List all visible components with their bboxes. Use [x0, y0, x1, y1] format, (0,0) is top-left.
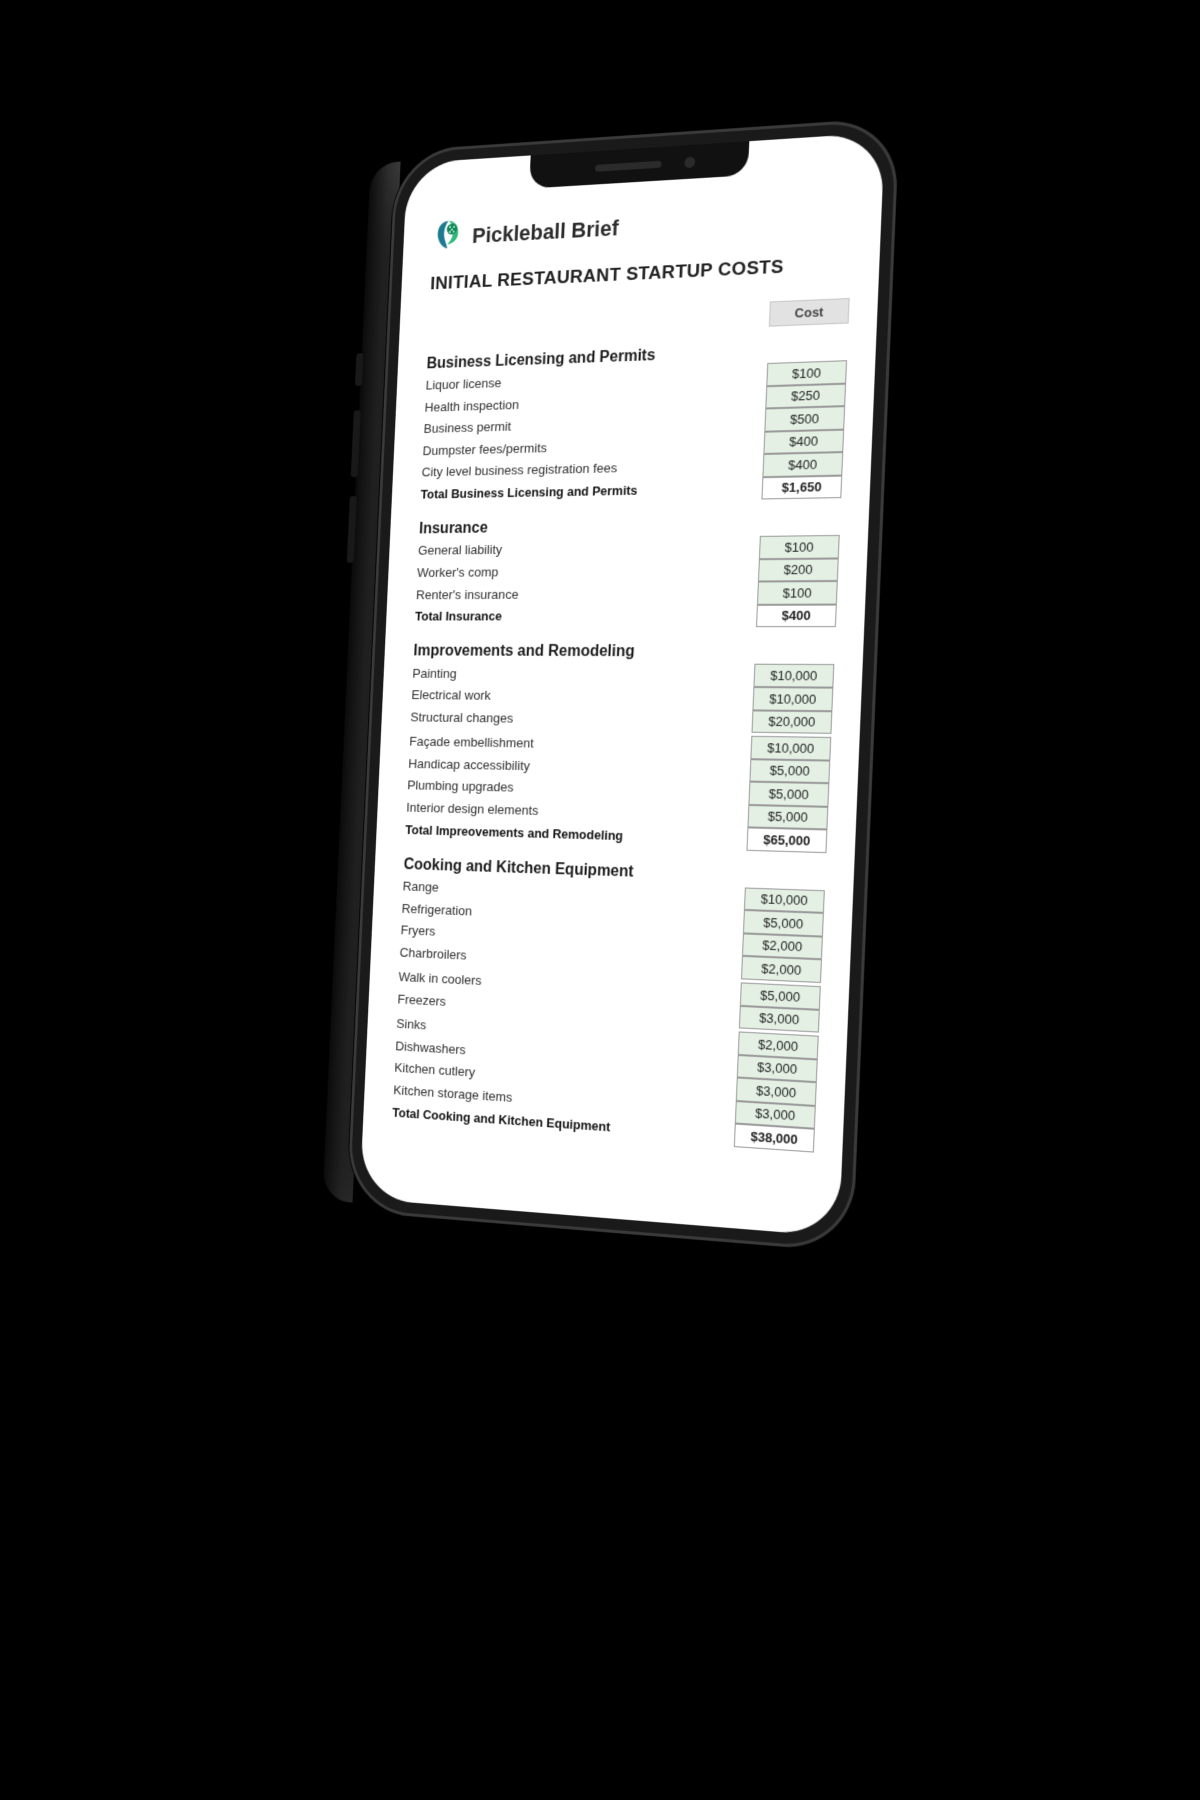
line-item-cost: $200: [758, 558, 839, 582]
brand-name: Pickleball Brief: [472, 215, 619, 248]
document-title: INITIAL RESTAURANT STARTUP COSTS: [430, 253, 852, 295]
section-total-cost: $400: [756, 604, 837, 627]
line-item-cost: $3,000: [736, 1078, 817, 1106]
phone-screen: Pickleball Brief INITIAL RESTAURANT STAR…: [360, 132, 885, 1236]
line-item-label: Painting: [412, 665, 746, 685]
line-item: Renter's insurance $100: [416, 581, 838, 606]
line-item-label: Worker's comp: [417, 561, 751, 582]
cost-section: Business Licensing and PermitsLiquor lic…: [420, 340, 848, 506]
document: Pickleball Brief INITIAL RESTAURANT STAR…: [360, 132, 885, 1236]
line-item-cost: $5,000: [743, 910, 824, 936]
line-item-cost: $10,000: [750, 736, 831, 760]
line-item-label: City level business registration fees: [421, 457, 755, 482]
line-item-cost: $5,000: [749, 759, 830, 784]
brand-logo-icon: [432, 217, 464, 256]
mute-switch: [355, 353, 364, 386]
cost-header-label: Cost: [769, 298, 850, 327]
line-item-cost: $400: [762, 452, 843, 477]
line-item-cost: $2,000: [738, 1032, 819, 1060]
line-item-label: Structural changes: [410, 708, 744, 730]
section-total-cost: $65,000: [746, 828, 827, 853]
section-total-label: Total Insurance: [415, 607, 749, 625]
sections-container: Business Licensing and PermitsLiquor lic…: [392, 340, 848, 1153]
line-item-cost: $2,000: [741, 956, 822, 983]
volume-up-button: [351, 410, 361, 477]
section-title: Improvements and Remodeling: [413, 643, 835, 662]
line-item-cost: $250: [765, 383, 846, 408]
line-item-cost: $5,000: [747, 805, 828, 830]
line-item-cost: $100: [757, 581, 838, 604]
line-item-label: Electrical work: [411, 687, 745, 708]
line-item: Painting $10,000: [412, 663, 834, 688]
line-item: Worker's comp $200: [417, 558, 839, 584]
line-item-cost: $3,000: [737, 1055, 818, 1083]
line-item-label: General liability: [418, 538, 752, 560]
cost-section: Cooking and Kitchen EquipmentRange$10,00…: [392, 856, 826, 1152]
line-item-cost: $2,000: [742, 933, 823, 959]
section-total-cost: $1,650: [761, 475, 842, 499]
section-total: Total Impreovements and Remodeling$65,00…: [405, 819, 828, 853]
line-item-cost: $10,000: [752, 687, 833, 711]
volume-down-button: [347, 496, 357, 563]
section-total: Total Cooking and Kitchen Equipment$38,0…: [392, 1101, 815, 1152]
phone-mockup: Pickleball Brief INITIAL RESTAURANT STAR…: [346, 117, 899, 1252]
section-total-cost: $38,000: [734, 1124, 815, 1153]
line-item-cost: $3,000: [739, 1005, 820, 1032]
line-item-cost: $100: [766, 360, 847, 386]
cost-section: InsuranceGeneral liability$100Worker's c…: [415, 515, 841, 628]
line-item: General liability $100: [418, 535, 840, 562]
phone-notch: [529, 141, 749, 188]
line-item-cost: $5,000: [740, 982, 821, 1009]
line-item-cost: $3,000: [735, 1101, 816, 1129]
cost-column-header: Cost: [428, 298, 850, 340]
line-item-cost: $400: [763, 429, 844, 454]
section-title: Insurance: [419, 515, 841, 539]
brand-header: Pickleball Brief: [432, 195, 854, 257]
line-item-cost: $100: [759, 535, 840, 559]
cost-section: Improvements and Remodeling Painting $10,0…: [405, 643, 835, 853]
phone-frame: Pickleball Brief INITIAL RESTAURANT STAR…: [346, 117, 899, 1252]
line-item-cost: $10,000: [753, 664, 834, 688]
line-item-cost: $5,000: [748, 782, 829, 807]
line-item-cost: $500: [764, 406, 845, 431]
line-item-cost: $20,000: [751, 710, 832, 734]
section-total-label: Total Business Licensing and Permits: [420, 480, 754, 504]
section-total-label: Total Impreovements and Remodeling: [405, 821, 740, 848]
line-item-label: Renter's insurance: [416, 584, 750, 604]
section-total: Total Insurance $400: [415, 604, 837, 627]
line-item-cost: $10,000: [744, 887, 825, 913]
